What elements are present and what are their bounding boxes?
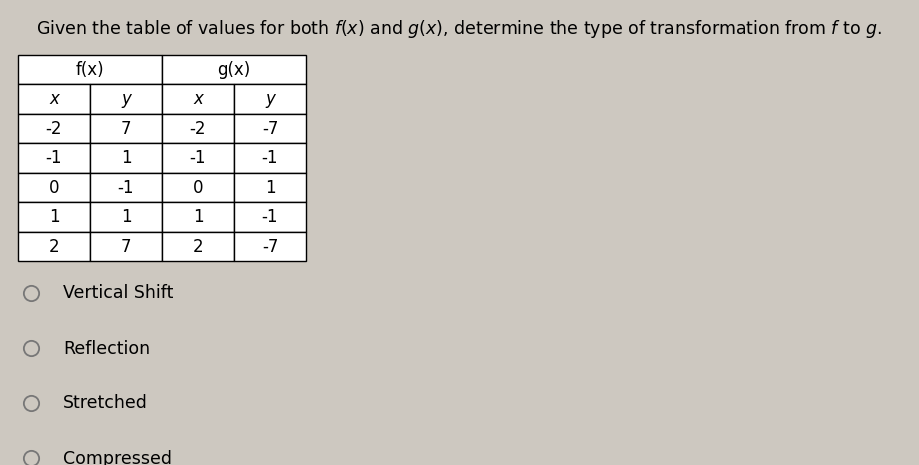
Text: Stretched: Stretched — [63, 394, 148, 412]
Bar — [18, 232, 90, 261]
Bar — [162, 202, 234, 232]
Text: -2: -2 — [189, 120, 206, 138]
Bar — [162, 173, 234, 202]
Text: 7: 7 — [120, 120, 131, 138]
Text: g(x): g(x) — [218, 61, 251, 79]
Bar — [18, 173, 90, 202]
Bar — [234, 232, 306, 261]
Text: -1: -1 — [262, 149, 278, 167]
Text: -1: -1 — [46, 149, 62, 167]
Bar — [90, 173, 162, 202]
Text: 7: 7 — [120, 238, 131, 256]
Text: 2: 2 — [49, 238, 60, 256]
Bar — [162, 114, 234, 144]
Text: 1: 1 — [49, 208, 60, 226]
Text: 0: 0 — [49, 179, 59, 197]
Bar — [162, 232, 234, 261]
Bar — [90, 202, 162, 232]
Text: Reflection: Reflection — [63, 339, 150, 358]
Bar — [234, 114, 306, 144]
Text: -1: -1 — [262, 208, 278, 226]
Bar — [18, 144, 90, 173]
Bar — [90, 144, 162, 173]
Text: x: x — [193, 90, 203, 108]
Text: -2: -2 — [46, 120, 62, 138]
Bar — [234, 202, 306, 232]
Text: Compressed: Compressed — [63, 450, 172, 465]
Bar — [162, 85, 234, 114]
Bar — [234, 173, 306, 202]
Bar — [18, 55, 162, 85]
Text: x: x — [49, 90, 59, 108]
Bar — [90, 85, 162, 114]
Text: 1: 1 — [120, 208, 131, 226]
Text: 1: 1 — [120, 149, 131, 167]
Text: Vertical Shift: Vertical Shift — [63, 285, 174, 303]
Bar — [90, 232, 162, 261]
Text: 2: 2 — [193, 238, 203, 256]
Text: 1: 1 — [265, 179, 276, 197]
Bar — [234, 144, 306, 173]
Text: Given the table of values for both $f(x)$ and $g(x)$, determine the type of tran: Given the table of values for both $f(x)… — [37, 18, 882, 40]
Text: -1: -1 — [189, 149, 206, 167]
Text: -1: -1 — [118, 179, 134, 197]
Text: -7: -7 — [262, 120, 278, 138]
Text: y: y — [121, 90, 130, 108]
Bar — [18, 85, 90, 114]
Bar — [234, 85, 306, 114]
Bar — [162, 55, 306, 85]
Text: 0: 0 — [193, 179, 203, 197]
Bar — [18, 114, 90, 144]
Text: f(x): f(x) — [75, 61, 105, 79]
Bar — [162, 144, 234, 173]
Bar — [90, 114, 162, 144]
Bar — [18, 202, 90, 232]
Text: y: y — [265, 90, 275, 108]
Text: -7: -7 — [262, 238, 278, 256]
Text: 1: 1 — [193, 208, 203, 226]
